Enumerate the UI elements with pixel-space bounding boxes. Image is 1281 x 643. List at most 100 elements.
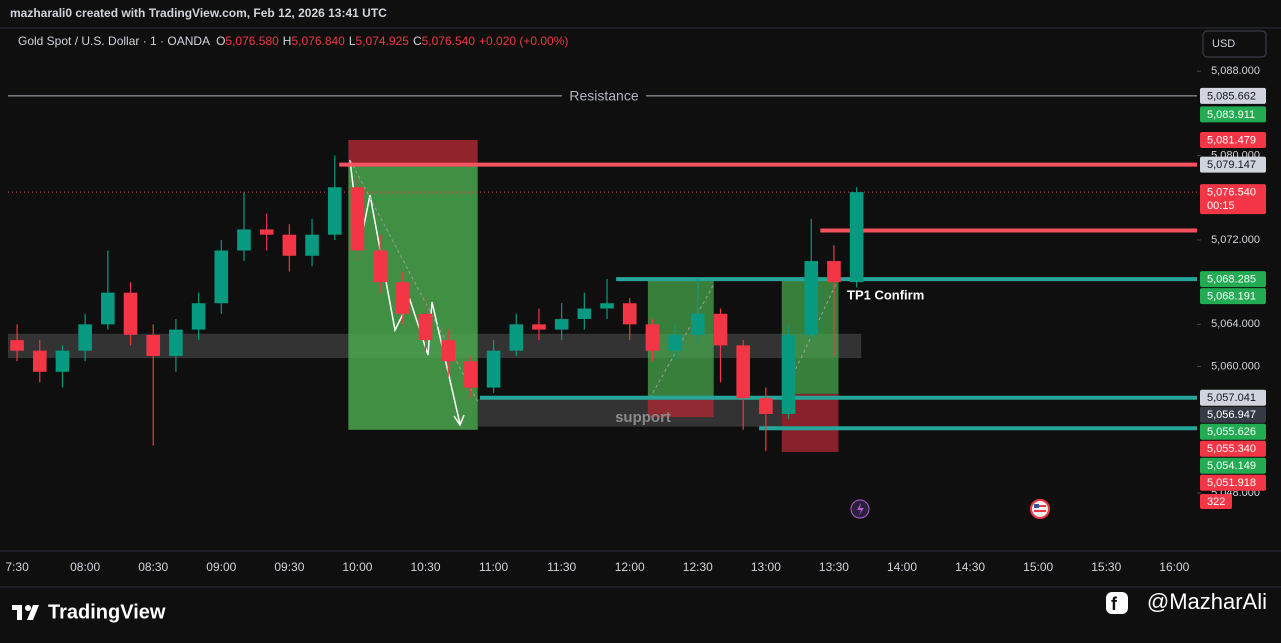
candle-body xyxy=(259,229,274,235)
price-badge xyxy=(1200,87,1266,104)
x-tick-label: 11:30 xyxy=(547,560,576,574)
x-tick-label: 7:30 xyxy=(5,560,29,574)
x-tick-label: 12:30 xyxy=(683,560,713,574)
facebook-icon xyxy=(1106,592,1128,614)
symbol-legend: Gold Spot / U.S. Dollar · 1 · OANDA O5,07… xyxy=(18,34,568,48)
candle-body xyxy=(600,303,614,309)
candle-body xyxy=(759,398,773,414)
candle-body xyxy=(146,334,161,356)
volume-badge xyxy=(1200,494,1232,509)
support-label: support xyxy=(615,409,671,426)
ohlc-value: 5,074.925 xyxy=(356,34,410,48)
price-badge-label: 5,079.147 xyxy=(1207,159,1256,171)
candle-body xyxy=(713,313,728,346)
handle: @MazharAli xyxy=(1147,589,1267,614)
flag-stripe xyxy=(1034,505,1046,507)
candle-body xyxy=(418,313,433,341)
ohlc-key: O xyxy=(216,34,225,48)
time-scale: 7:30 08:00 08:30 09:00 09:30 10:00 10:30 11:00 1… xyxy=(5,560,1189,574)
candle-body xyxy=(532,324,546,330)
x-tick-label: 12:00 xyxy=(615,560,645,574)
zone xyxy=(477,399,782,427)
annotations: Resistance support TP1 Confirm xyxy=(562,88,924,426)
price-badge xyxy=(1200,474,1266,491)
candle-body xyxy=(736,345,750,399)
ohlc-key: H xyxy=(283,34,292,48)
y-tick-label: 5,088.000 xyxy=(1211,65,1260,77)
candle-body xyxy=(350,187,365,251)
ohlc-key: L xyxy=(349,34,356,48)
x-tick-label: 15:30 xyxy=(1091,560,1121,574)
x-tick-label: 16:00 xyxy=(1159,560,1189,574)
price-badge xyxy=(1200,423,1266,440)
candle-body xyxy=(327,187,342,235)
logo-part xyxy=(25,605,31,611)
y-tick-label: 5,072.000 xyxy=(1211,234,1260,246)
price-badge xyxy=(1200,389,1266,406)
zone xyxy=(647,397,714,418)
ohlc-value: 5,076.840 xyxy=(291,34,345,48)
candle-body xyxy=(464,361,478,388)
x-tick-label: 14:30 xyxy=(955,560,985,574)
zones xyxy=(8,140,862,452)
y-tick-label: 5,064.000 xyxy=(1211,318,1260,330)
candle-body xyxy=(804,261,819,335)
dashed-line xyxy=(649,283,715,399)
candle-body xyxy=(191,303,206,330)
candle-body xyxy=(486,350,501,388)
candle-body xyxy=(645,324,660,351)
price-badge-label: 5,056.947 xyxy=(1207,409,1256,421)
candle-body xyxy=(622,303,637,325)
price-badge xyxy=(1200,440,1266,457)
attribution: mazharali0 created with TradingView.com,… xyxy=(10,6,387,20)
currency[interactable]: USD xyxy=(1212,38,1235,50)
price-badge xyxy=(1200,156,1266,173)
candle-body xyxy=(101,292,115,325)
change: +0.020 (+0.00%) xyxy=(479,34,568,48)
price-badge-label: 5,055.626 xyxy=(1207,426,1256,438)
price-badges: 5,085.662 5,083.911 5,081.479 5,079.147 5,07… xyxy=(1200,87,1266,509)
candle-body xyxy=(577,308,592,320)
candle-body xyxy=(441,340,456,362)
price-badge-label: 5,081.479 xyxy=(1207,134,1256,146)
x-tick-label: 13:30 xyxy=(819,560,849,574)
price-badge-label: 5,051.918 xyxy=(1207,477,1256,489)
flag-stripe xyxy=(1034,510,1046,512)
candle-body xyxy=(10,340,24,351)
candle-body xyxy=(78,324,92,351)
candle-body xyxy=(237,229,251,251)
flag-canton xyxy=(1034,504,1039,508)
logo-part xyxy=(27,605,39,620)
volume-label: 322 xyxy=(1207,496,1225,508)
label-bg xyxy=(562,88,646,104)
brand-logo: TradingView xyxy=(12,601,166,623)
zone xyxy=(348,164,478,430)
arrow-head xyxy=(453,414,465,427)
candle-body xyxy=(282,234,297,256)
levels xyxy=(8,95,1197,431)
x-tick-label: 10:00 xyxy=(342,560,372,574)
currency-box[interactable] xyxy=(1202,30,1267,58)
x-tick-label: 13:00 xyxy=(751,560,781,574)
event-icon-bolt xyxy=(857,503,864,515)
x-tick-label: 08:30 xyxy=(138,560,168,574)
price-badge xyxy=(1200,406,1266,423)
candle-body xyxy=(849,192,864,283)
logo-part xyxy=(17,605,22,620)
price-badge-label: 5,085.662 xyxy=(1207,90,1256,102)
dashed-line xyxy=(349,159,479,403)
facebook-f: f xyxy=(1111,594,1118,614)
price-badge xyxy=(1200,457,1266,474)
candle-body xyxy=(214,250,229,304)
x-tick-label: 09:00 xyxy=(206,560,236,574)
currency-button[interactable]: USD xyxy=(1202,30,1267,58)
price-badge-label: 5,076.540 xyxy=(1207,186,1256,198)
x-tick-label: 14:00 xyxy=(887,560,917,574)
price-scale: 5,088.0005,080.0005,072.0005,064.0005,06… xyxy=(1197,65,1260,499)
price-badge-label: 5,054.149 xyxy=(1207,460,1256,472)
brand: TradingView xyxy=(48,601,166,623)
x-tick-label: 11:00 xyxy=(479,560,508,574)
flag-icon[interactable] xyxy=(1030,499,1050,519)
price-badge xyxy=(1200,288,1266,305)
